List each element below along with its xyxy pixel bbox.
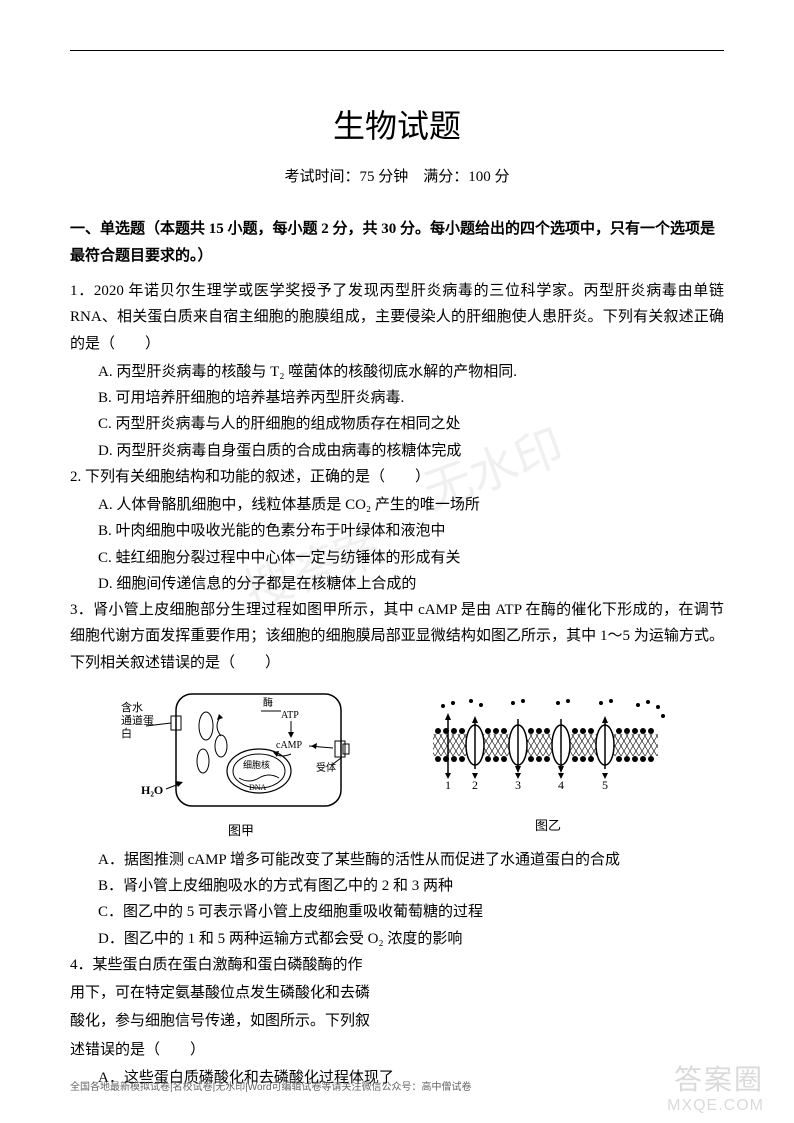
label-aqp1: 含水 <box>121 700 143 714</box>
diagram-yi-svg: 1 2 3 4 5 <box>423 691 673 811</box>
q4-stem3: 酸化，参与细胞信号传递，如图所示。下列叙 <box>70 1008 724 1034</box>
exam-info: 考试时间：75 分钟 满分：100 分 <box>70 165 724 186</box>
q3-optC: C．图乙中的 5 可表示肾小管上皮细胞重吸收葡萄糖的过程 <box>70 899 724 925</box>
yi-num1: 1 <box>445 778 451 792</box>
q2-optD: D. 细胞间传递信息的分子都是在核糖体上合成的 <box>70 571 724 597</box>
page-title: 生物试题 <box>70 101 724 147</box>
q4-stem1: 4．某些蛋白质在蛋白激酶和蛋白磷酸酶的作 <box>70 952 724 978</box>
label-enzyme: 酶 <box>263 696 273 709</box>
q3-optB: B．肾小管上皮细胞吸水的方式有图乙中的 2 和 3 两种 <box>70 873 724 899</box>
label-nucleus: 细胞核 <box>243 759 270 770</box>
q2-optA: A. 人体骨骼肌细胞中，线粒体基质是 CO₂ 产生的唯一场所 <box>70 492 724 518</box>
diagram-yi-box: 1 2 3 4 5 图乙 <box>423 691 673 834</box>
top-divider <box>70 50 724 51</box>
section-header: 一、单选题（本题共 15 小题，每小题 2 分，共 30 分。每小题给出的四个选… <box>70 216 724 270</box>
diagram-jia-svg: 细胞核 DNA 含水 通道蛋 白 酶 ATP cAMP 受体 H₂O <box>121 686 361 816</box>
diagram-jia-box: 细胞核 DNA 含水 通道蛋 白 酶 ATP cAMP 受体 H₂O <box>121 686 361 839</box>
diagram-yi-label: 图乙 <box>535 815 561 834</box>
q1-optC: C. 丙型肝炎病毒与人的肝细胞的组成物质存在相同之处 <box>70 411 724 437</box>
footer-url: MXQE.COM <box>667 1097 764 1115</box>
yi-num3: 3 <box>515 778 521 792</box>
footer-brand: 答案圈 <box>674 1058 764 1098</box>
q4-stem2: 用下，可在特定氨基酸位点发生磷酸化和去磷 <box>70 980 724 1006</box>
q2-stem: 2. 下列有关细胞结构和功能的叙述，正确的是（ ） <box>70 464 724 490</box>
q1-optB: B. 可用培养肝细胞的培养基培养丙型肝炎病毒. <box>70 385 724 411</box>
q2-optC: C. 蛙红细胞分裂过程中中心体一定与纺锤体的形成有关 <box>70 545 724 571</box>
label-h2o: H₂O <box>141 783 163 797</box>
q3-stem: 3．肾小管上皮细胞部分生理过程如图甲所示，其中 cAMP 是由 ATP 在酶的催… <box>70 597 724 676</box>
label-atp: ATP <box>281 710 299 721</box>
label-camp: cAMP <box>276 740 303 751</box>
q1-stem: 1．2020 年诺贝尔生理学或医学奖授予了发现丙型肝炎病毒的三位科学家。丙型肝炎… <box>70 278 724 357</box>
label-aqp2: 通道蛋 <box>121 713 154 727</box>
yi-num4: 4 <box>558 778 564 792</box>
q3-diagrams: 细胞核 DNA 含水 通道蛋 白 酶 ATP cAMP 受体 H₂O <box>70 686 724 839</box>
yi-num5: 5 <box>602 778 608 792</box>
label-dna: DNA <box>249 783 267 792</box>
label-aqp3: 白 <box>121 726 132 740</box>
q1-optD: D. 丙型肝炎病毒自身蛋白质的合成由病毒的核糖体完成 <box>70 438 724 464</box>
footer-text: 全国各地最新模拟试卷|名校试卷|无水印|Word可编辑试卷等请关注微信公众号：高… <box>70 1078 472 1093</box>
q1-optA: A. 丙型肝炎病毒的核酸与 T₂ 噬菌体的核酸彻底水解的产物相同. <box>70 359 724 385</box>
yi-num2: 2 <box>472 778 478 792</box>
q2-optB: B. 叶肉细胞中吸收光能的色素分布于叶绿体和液泡中 <box>70 518 724 544</box>
q3-optA: A．据图推测 cAMP 增多可能改变了某些酶的活性从而促进了水通道蛋白的合成 <box>70 847 724 873</box>
diagram-jia-label: 图甲 <box>228 820 254 839</box>
q3-optD: D．图乙中的 1 和 5 两种运输方式都会受 O₂ 浓度的影响 <box>70 926 724 952</box>
q4-stem4: 述错误的是（ ） <box>70 1037 724 1063</box>
